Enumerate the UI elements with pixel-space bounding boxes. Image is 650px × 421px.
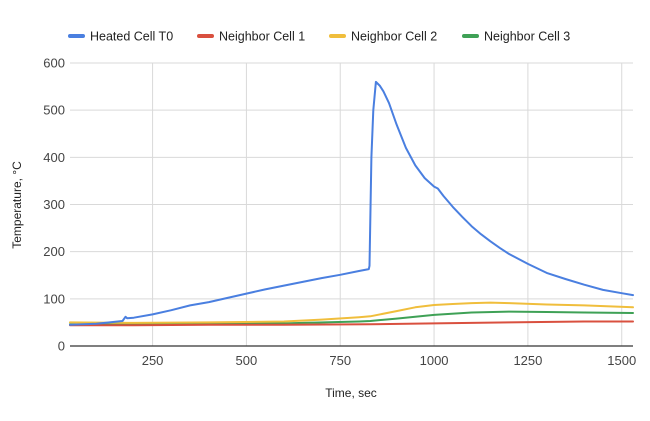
y-tick-label: 100 xyxy=(43,291,65,306)
legend-label-neighbor-cell-1: Neighbor Cell 1 xyxy=(219,30,305,44)
x-tick-label: 1250 xyxy=(513,353,542,368)
legend-label-heated-cell-t0: Heated Cell T0 xyxy=(90,30,173,44)
legend-label-neighbor-cell-3: Neighbor Cell 3 xyxy=(484,30,570,44)
x-axis-title: Time, sec xyxy=(325,386,377,400)
y-tick-label: 500 xyxy=(43,103,65,118)
x-tick-label: 1500 xyxy=(607,353,636,368)
y-tick-label: 200 xyxy=(43,244,65,259)
x-tick-label: 750 xyxy=(329,353,351,368)
legend-label-neighbor-cell-2: Neighbor Cell 2 xyxy=(351,30,437,44)
legend: Heated Cell T0 Neighbor Cell 1 Neighbor Ce… xyxy=(68,30,570,44)
y-tick-label: 600 xyxy=(43,56,65,71)
x-axis: 250 500 750 1000 1250 1500 xyxy=(142,353,636,368)
y-axis: 0 100 200 300 400 500 600 xyxy=(43,56,65,354)
x-tick-label: 1000 xyxy=(420,353,449,368)
y-tick-label: 400 xyxy=(43,150,65,165)
series-line-neighbor-cell-2 xyxy=(69,301,634,324)
y-axis-title: Temperature, °C xyxy=(10,161,24,249)
gridlines xyxy=(70,62,633,346)
y-tick-label: 300 xyxy=(43,197,65,212)
series-line-heated-cell-t0 xyxy=(69,80,634,326)
y-tick-label: 0 xyxy=(58,339,65,354)
series-line-neighbor-cell-1 xyxy=(69,320,634,327)
x-tick-label: 250 xyxy=(142,353,164,368)
x-tick-label: 500 xyxy=(236,353,258,368)
series-lines xyxy=(69,80,634,327)
